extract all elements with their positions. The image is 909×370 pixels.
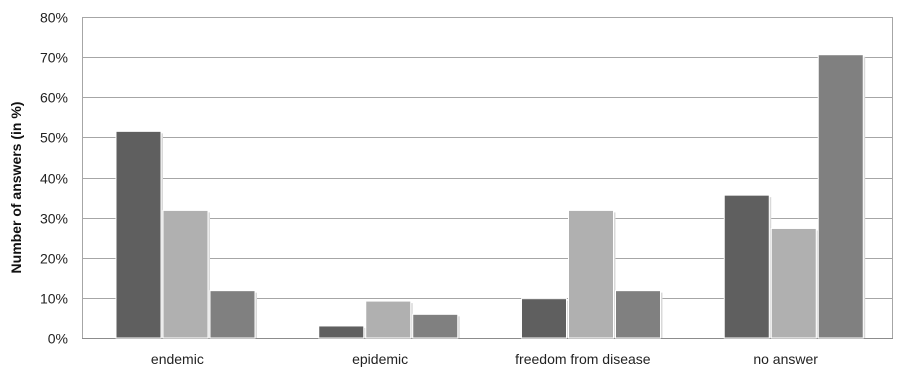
x-tick-label: epidemic [352, 351, 408, 367]
y-tick-label: 40% [40, 171, 68, 187]
bar [615, 290, 661, 339]
x-tick-label: freedom from disease [515, 351, 651, 367]
y-axis-ticks: 0% 10% 20% 30% 40% 50% 60% 70% 80% [40, 10, 68, 347]
bar [209, 290, 256, 339]
bar [365, 300, 412, 339]
bar [318, 325, 365, 339]
y-tick-label: 80% [40, 10, 68, 26]
bars [115, 54, 866, 339]
x-tick-label: no answer [753, 351, 818, 367]
bar [817, 54, 864, 339]
bar [568, 209, 614, 339]
bar [521, 298, 567, 339]
bar [162, 209, 209, 339]
x-tick-label: endemic [151, 351, 204, 367]
bar [723, 194, 770, 339]
y-tick-label: 50% [40, 130, 68, 146]
bar [770, 227, 817, 339]
y-tick-label: 10% [40, 291, 68, 307]
y-tick-label: 60% [40, 90, 68, 106]
y-axis-title: Number of answers (in %) [8, 102, 24, 274]
y-tick-label: 30% [40, 211, 68, 227]
y-tick-label: 0% [48, 331, 68, 347]
y-tick-label: 70% [40, 50, 68, 66]
bar [115, 130, 162, 339]
bar [412, 313, 459, 339]
y-tick-label: 20% [40, 251, 68, 267]
x-axis-ticks: endemic epidemic freedom from disease no an… [151, 351, 818, 367]
